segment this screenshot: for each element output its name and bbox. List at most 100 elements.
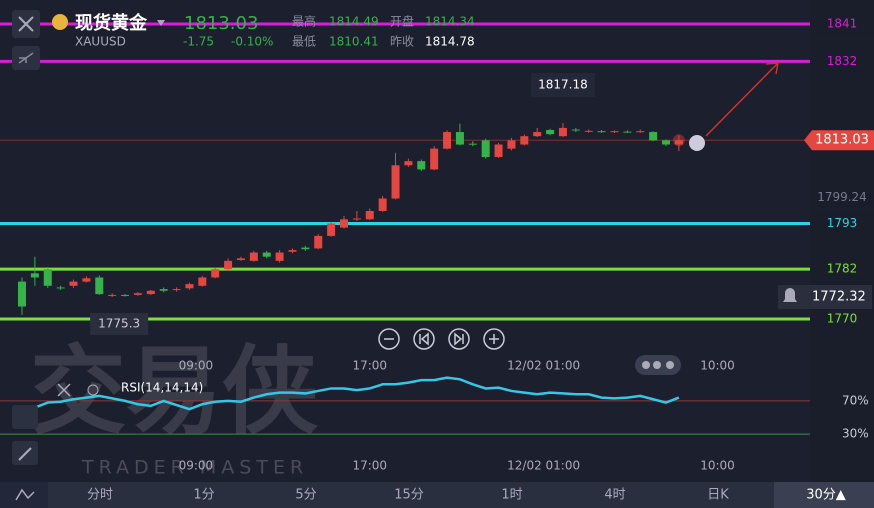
watermark-title: 交易侠 bbox=[30, 335, 319, 447]
watermark-subtitle: TRADER MASTER bbox=[81, 457, 308, 479]
rsi-close[interactable] bbox=[57, 383, 71, 397]
change: -1.75 bbox=[183, 35, 214, 49]
x-tick-label: 12/02 01:00 bbox=[507, 459, 580, 473]
low-label: 1775.3 bbox=[98, 317, 140, 331]
price-marker: 1799.24 bbox=[817, 190, 867, 204]
symbol: XAUUSD bbox=[75, 35, 126, 49]
change-pct: -0.10% bbox=[231, 35, 273, 49]
rsi-visibility[interactable] bbox=[87, 384, 99, 396]
shrink-icon bbox=[18, 52, 34, 64]
tab[interactable]: 15分 bbox=[394, 488, 424, 503]
tab[interactable]: 分时 bbox=[87, 488, 113, 503]
candle-body bbox=[121, 294, 130, 296]
instrument-name: 现货黄金 bbox=[75, 12, 148, 34]
candle-body bbox=[30, 273, 39, 278]
candle-body bbox=[623, 131, 632, 133]
candle-body bbox=[597, 131, 606, 133]
x-tick-label: 12/02 01:00 bbox=[507, 359, 580, 373]
level-label: 1770 bbox=[827, 312, 858, 326]
icon bbox=[18, 447, 32, 461]
stat-label: 昨收 bbox=[390, 35, 414, 49]
price-axis-bg bbox=[810, 0, 874, 482]
icon bbox=[489, 334, 499, 344]
tool-candle[interactable] bbox=[12, 405, 38, 429]
level-label: 1793 bbox=[827, 216, 858, 230]
candle-body bbox=[636, 131, 645, 133]
tab[interactable]: 1时 bbox=[501, 488, 522, 503]
candle-body bbox=[95, 277, 104, 295]
candle-body bbox=[43, 269, 52, 286]
dot bbox=[642, 361, 650, 369]
candle-body bbox=[507, 140, 516, 149]
bell-icon[interactable] bbox=[783, 288, 797, 302]
candle-body bbox=[533, 132, 542, 137]
gold-icon bbox=[52, 14, 68, 30]
candle-body bbox=[18, 281, 26, 307]
price-tag-label: 1813.03 bbox=[815, 133, 869, 148]
candle-body bbox=[649, 132, 658, 141]
candle-body bbox=[301, 247, 310, 250]
candle-body bbox=[224, 260, 233, 270]
candle-body bbox=[430, 148, 439, 170]
candle-body bbox=[288, 250, 297, 252]
candle-body bbox=[275, 252, 284, 261]
x-tick-label: 09:00 bbox=[179, 359, 214, 373]
dropdown-icon[interactable] bbox=[157, 20, 165, 26]
level-label: 1782 bbox=[827, 262, 858, 276]
candle-body bbox=[481, 140, 490, 157]
level-label-bg bbox=[812, 309, 874, 330]
level-label-bg bbox=[812, 213, 874, 234]
candle-body bbox=[262, 252, 271, 257]
tab-bar bbox=[0, 482, 874, 508]
tab[interactable]: 1分 bbox=[193, 488, 214, 503]
candle-body bbox=[69, 281, 78, 286]
tab[interactable]: 30分▲ bbox=[806, 488, 846, 503]
drawn-arrow bbox=[705, 62, 779, 137]
rsi-tick-label: 30% bbox=[842, 427, 869, 441]
dot bbox=[666, 361, 674, 369]
stat-value: 1814.34 bbox=[425, 15, 475, 29]
info-icon[interactable] bbox=[689, 135, 705, 151]
candle-body bbox=[185, 284, 194, 289]
candle-body bbox=[249, 252, 258, 261]
level-label: 1841 bbox=[827, 17, 858, 31]
zoom-in[interactable] bbox=[483, 328, 505, 350]
candle-body bbox=[159, 289, 168, 291]
candle-body bbox=[172, 289, 181, 291]
candle-body bbox=[610, 131, 619, 133]
x-tick-label: 09:00 bbox=[179, 459, 214, 473]
tab[interactable]: 4时 bbox=[604, 488, 625, 503]
rsi-tick-label: 70% bbox=[842, 393, 869, 407]
stat-label: 最高 bbox=[292, 14, 316, 29]
icon bbox=[15, 488, 35, 501]
zoom-out[interactable] bbox=[378, 328, 400, 350]
candle-body bbox=[468, 143, 477, 145]
stat-value: 1814.49 bbox=[329, 15, 379, 29]
tab[interactable]: 日K bbox=[707, 488, 729, 503]
price: 1813.03 bbox=[184, 13, 258, 34]
level-label: 1832 bbox=[827, 54, 858, 68]
rsi-label: RSI(14,14,14) bbox=[121, 381, 203, 395]
tab[interactable]: 5分 bbox=[295, 488, 316, 503]
candle-body bbox=[571, 129, 580, 131]
candle-body bbox=[314, 235, 323, 249]
candle-body bbox=[327, 223, 336, 236]
candle-body bbox=[108, 294, 117, 296]
candle-body bbox=[417, 161, 426, 170]
stat-label: 最低 bbox=[292, 35, 316, 49]
close-icon bbox=[18, 16, 34, 32]
high-label: 1817.18 bbox=[538, 77, 588, 91]
candle-body bbox=[146, 290, 155, 295]
candle-body bbox=[494, 144, 503, 157]
candle-body bbox=[82, 278, 91, 282]
last-price-glow bbox=[672, 134, 685, 147]
candle-body bbox=[584, 130, 593, 132]
step-forward[interactable] bbox=[448, 328, 470, 350]
candle-body bbox=[391, 165, 400, 199]
candle-body bbox=[378, 198, 387, 211]
candle-body bbox=[558, 127, 567, 137]
dot bbox=[653, 361, 661, 369]
step-back[interactable] bbox=[413, 328, 435, 350]
icon bbox=[454, 332, 464, 346]
